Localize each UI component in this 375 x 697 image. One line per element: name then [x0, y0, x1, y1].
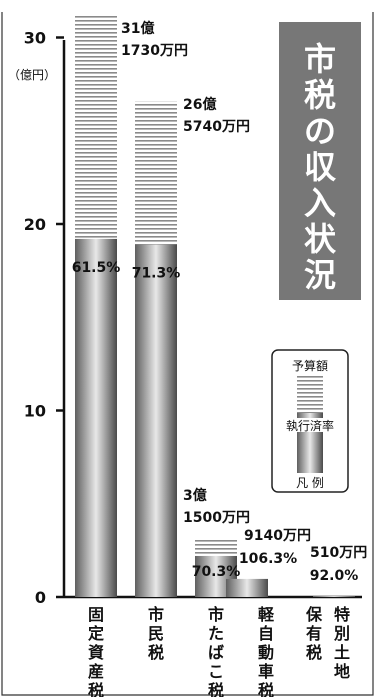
budget-value-label: 510万円 — [310, 545, 367, 561]
budget-value-label: 1730万円 — [121, 43, 188, 59]
rate-label: 92.0% — [310, 568, 359, 584]
category-label-char: 税 — [306, 643, 322, 662]
category-label-char: 産 — [88, 662, 104, 681]
bar-execution — [75, 238, 117, 598]
category-label-char: 土 — [334, 643, 350, 662]
category-label-char: 資 — [88, 643, 104, 662]
category-label-char: 市 — [208, 605, 224, 624]
category-label-char: 動 — [258, 643, 274, 662]
category-label-char: 固 — [88, 605, 104, 624]
title-char: 状 — [304, 220, 337, 258]
category-label-char: 市 — [148, 605, 164, 624]
rate-label: 61.5% — [72, 260, 121, 276]
title-char: 収 — [304, 148, 336, 186]
category-label-char: 税 — [208, 681, 224, 697]
title-char: 入 — [304, 184, 336, 222]
legend-budget-swatch — [297, 375, 323, 413]
category-label-char: 定 — [87, 624, 104, 643]
category-label-char: 民 — [148, 624, 164, 643]
legend-rate-label: 執行済率 — [286, 418, 334, 433]
category-label-char: 軽 — [258, 605, 275, 624]
category-label-char: ば — [208, 643, 224, 662]
title-char: 税 — [304, 76, 336, 114]
rate-label: 71.3% — [132, 266, 181, 282]
y-unit-label: （億円） — [8, 68, 56, 82]
y-tick-label: 30 — [24, 29, 46, 48]
bar-execution — [226, 578, 268, 597]
legend-budget-label: 予算額 — [292, 358, 328, 373]
legend-title: 凡 例 — [296, 476, 324, 490]
category-label-char: 別 — [334, 624, 350, 643]
category-label-char: 有 — [306, 624, 322, 643]
category-label-char: 車 — [258, 662, 274, 681]
budget-value-label: 26億 — [183, 96, 216, 113]
category-label-char: 税 — [258, 681, 274, 697]
category-label-char: こ — [208, 662, 224, 681]
category-label-char: 税 — [88, 681, 104, 697]
title-char: 況 — [304, 256, 336, 294]
title-char: 市 — [304, 40, 336, 78]
category-label-char: 特 — [334, 605, 350, 624]
budget-value-label: 5740万円 — [183, 119, 250, 135]
y-tick-label: 10 — [24, 402, 46, 421]
budget-value-label: 9140万円 — [244, 528, 311, 544]
category-label-char: 保 — [305, 605, 323, 624]
rate-label: 106.3% — [239, 551, 297, 567]
y-tick-label: 20 — [24, 215, 46, 234]
legend: 予算額 執行済率 凡 例 — [271, 349, 349, 493]
bar-execution — [313, 596, 355, 597]
title-char: の — [304, 112, 336, 150]
bar-execution — [135, 244, 177, 597]
rate-label: 70.3% — [192, 564, 241, 580]
category-label-char: 地 — [334, 662, 350, 681]
budget-value-label: 31億 — [121, 20, 154, 37]
category-label-char: 自 — [258, 624, 274, 643]
category-label-char: た — [208, 624, 224, 643]
budget-value-label: 3億 — [183, 487, 207, 504]
outer-frame — [1, 12, 374, 696]
category-label-char: 税 — [148, 643, 164, 662]
y-tick-label: 0 — [35, 588, 46, 607]
budget-value-label: 1500万円 — [183, 510, 250, 526]
